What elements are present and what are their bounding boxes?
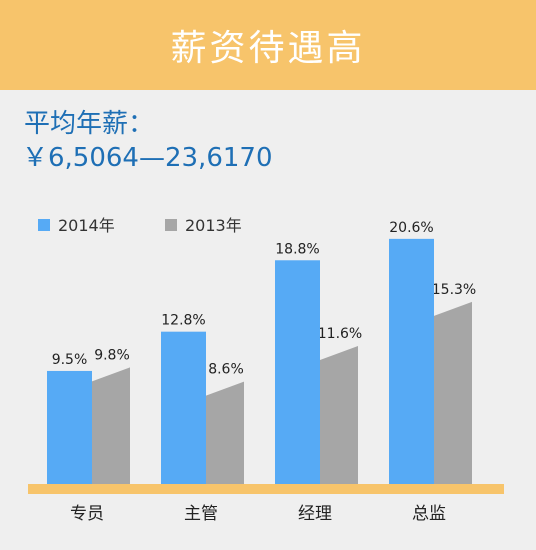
value-label-2013-3: 15.3%	[432, 282, 476, 298]
bar-2013-3	[434, 301, 472, 484]
bar-2014-2	[275, 260, 320, 484]
banner: 薪资待遇高	[0, 0, 536, 90]
legend-swatch-1	[165, 219, 177, 231]
value-label-2013-1: 8.6%	[208, 362, 244, 378]
average-salary-label: 平均年薪：	[24, 109, 155, 139]
bar-2014-3	[389, 238, 434, 484]
x-axis-bar	[28, 484, 504, 494]
value-label-2014-2: 18.8%	[275, 241, 319, 257]
bar-2013-1	[206, 381, 244, 484]
category-label-1: 主管	[184, 504, 218, 524]
value-label-2014-0: 9.5%	[52, 352, 88, 368]
value-label-2014-1: 12.8%	[161, 313, 205, 329]
legend-label-1: 2013年	[185, 216, 242, 235]
bar-2014-0	[47, 370, 92, 484]
value-label-2013-2: 11.6%	[318, 326, 362, 342]
bar-2013-2	[320, 345, 358, 484]
average-salary-range: ￥6,5064—23,6170	[22, 143, 273, 173]
category-label-3: 总监	[412, 504, 446, 524]
bar-2013-0	[92, 367, 130, 484]
value-label-2013-0: 9.8%	[94, 347, 130, 363]
banner-title: 薪资待遇高	[170, 28, 366, 69]
value-label-2014-3: 20.6%	[389, 220, 433, 236]
legend-label-0: 2014年	[58, 216, 115, 235]
legend-swatch-0	[38, 219, 50, 231]
category-label-2: 经理	[298, 504, 332, 524]
category-label-0: 专员	[70, 504, 104, 524]
bar-2014-1	[161, 331, 206, 484]
